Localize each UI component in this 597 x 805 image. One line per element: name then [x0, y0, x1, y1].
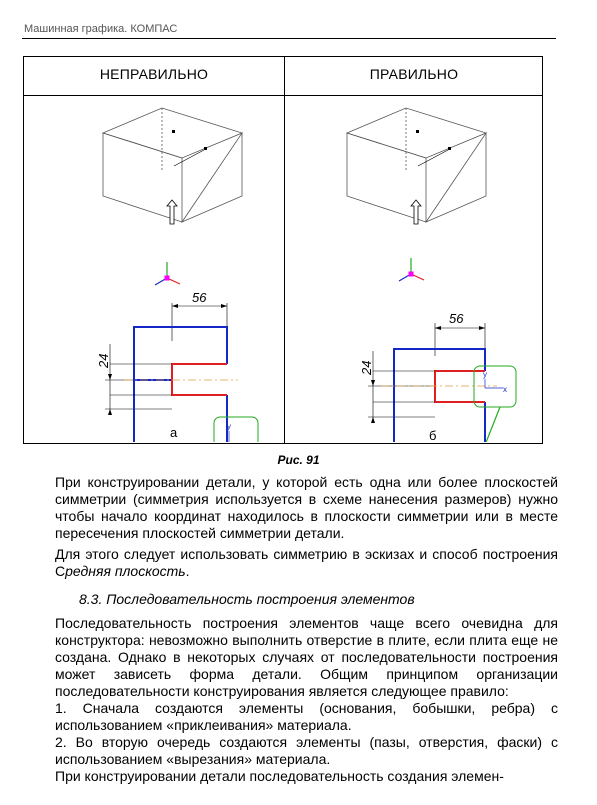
wrong-column-title: НЕПРАВИЛЬНО: [99, 66, 209, 82]
rule-1-text: 1. Сначала создаются элементы (основания…: [55, 700, 558, 733]
wrong-iso-box: [101, 107, 244, 223]
column-divider: [284, 57, 285, 443]
wrong-iso-point: [204, 147, 207, 150]
wrong-axis-triad-icon: [154, 262, 181, 286]
right-sublabel: б: [429, 428, 437, 443]
right-iso-box: [345, 107, 488, 223]
section-heading: 8.3. Последовательность построения элеме…: [79, 591, 415, 607]
right-iso-point: [416, 130, 419, 133]
wrong-sketch: 56 24 y x: [96, 290, 259, 442]
figure-caption: Рис. 91: [277, 453, 320, 467]
paragraph-2-post: .: [185, 563, 190, 579]
paragraph-1-text: При конструировании детали, у которой ес…: [55, 474, 558, 541]
row-divider: [24, 95, 542, 96]
paragraph-2-italic: редняя плоскость: [65, 563, 186, 579]
right-panel-drawing: 56 24 y x: [345, 107, 517, 442]
paragraph-3: Последовательность построения элементов …: [55, 615, 558, 785]
svg-text:y: y: [483, 370, 487, 379]
wrong-origin-cursor-icon: [166, 199, 178, 225]
rule-2-text: 2. Во вторую очередь создаются элементы …: [55, 734, 558, 767]
right-iso-point: [448, 147, 451, 150]
paragraph-3-text: Последовательность построения элементов …: [55, 615, 558, 699]
paragraph-1: При конструировании детали, у которой ес…: [55, 474, 558, 542]
wrong-dim-width: 56: [192, 290, 207, 305]
running-header: Машинная графика. КОМПАС: [24, 23, 178, 35]
paragraph-4-text: При конструировании детали последователь…: [55, 768, 504, 784]
right-dim-height: 24: [359, 361, 374, 376]
right-sketch: 56 24 y x: [359, 311, 517, 442]
wrong-panel-drawing: 56 24 y x: [96, 107, 259, 442]
paragraph-2: Для этого следует использовать симметрию…: [55, 546, 558, 580]
right-dim-width: 56: [449, 311, 464, 326]
header-rule: [22, 38, 556, 39]
wrong-dim-height: 24: [96, 354, 111, 369]
right-axis-triad-icon: [398, 258, 425, 282]
paragraph-2-pre: Для этого следует использовать симметрию…: [55, 546, 558, 579]
right-origin-cursor-icon: [410, 199, 422, 225]
paragraph-2-text: Для этого следует использовать симметрию…: [55, 546, 558, 580]
wrong-iso-point: [172, 130, 175, 133]
figure-table: НЕПРАВИЛЬНО ПРАВИЛЬНО: [23, 56, 543, 444]
wrong-sublabel: а: [170, 425, 178, 440]
right-column-title: ПРАВИЛЬНО: [369, 66, 459, 82]
svg-text:y: y: [227, 422, 231, 431]
svg-text:x: x: [503, 385, 507, 394]
